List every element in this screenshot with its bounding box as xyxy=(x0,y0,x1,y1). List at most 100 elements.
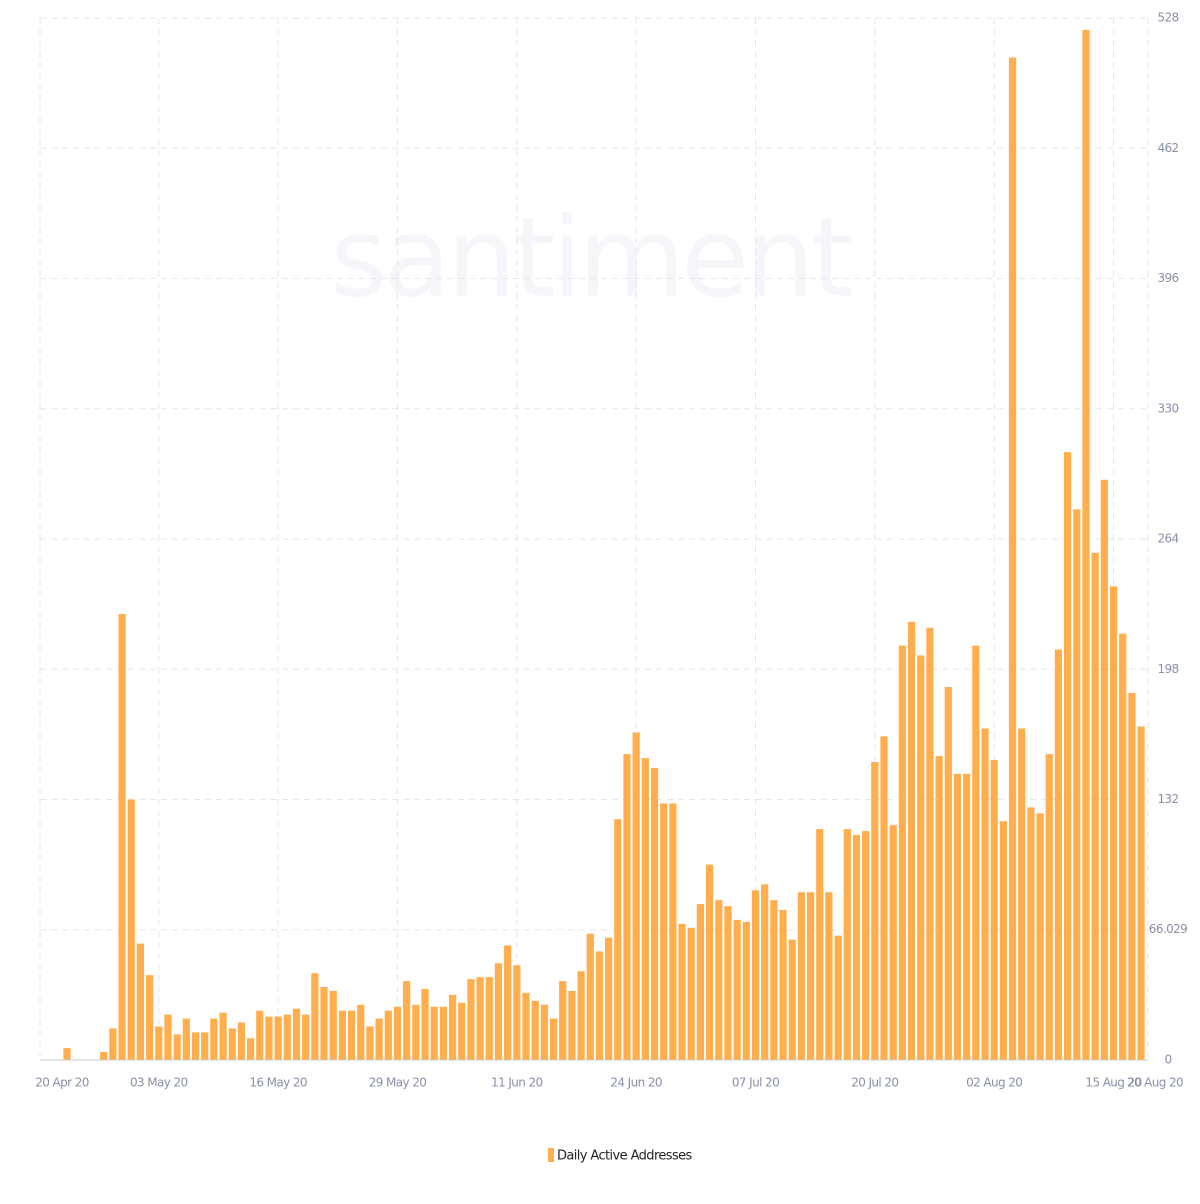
bar xyxy=(1018,728,1026,1060)
y-tick-label: 0 xyxy=(1164,1053,1171,1067)
x-tick-label: 29 May 20 xyxy=(369,1076,427,1090)
bar xyxy=(384,1010,392,1060)
bar xyxy=(935,756,943,1060)
bar xyxy=(944,687,952,1060)
bar xyxy=(614,819,622,1060)
bar xyxy=(283,1014,291,1060)
bar xyxy=(963,773,971,1060)
bar xyxy=(715,900,723,1060)
bar xyxy=(1091,552,1099,1060)
bar xyxy=(834,935,842,1060)
bar xyxy=(329,990,337,1060)
bar xyxy=(458,1002,466,1060)
bar xyxy=(219,1012,227,1060)
x-tick-label: 03 May 20 xyxy=(130,1076,188,1090)
legend-swatch xyxy=(548,1148,554,1162)
bar xyxy=(687,927,695,1060)
x-tick-label: 24 Jun 20 xyxy=(610,1076,662,1090)
x-tick-label: 16 May 20 xyxy=(249,1076,307,1090)
bar xyxy=(164,1014,172,1060)
bar xyxy=(577,971,585,1060)
bar xyxy=(448,994,457,1060)
bar xyxy=(311,973,319,1060)
x-tick-label: 07 Jul 20 xyxy=(732,1076,779,1090)
y-tick-label: 264 xyxy=(1157,532,1178,546)
bar xyxy=(191,1032,200,1060)
bar xyxy=(1045,754,1053,1060)
bar xyxy=(375,1018,383,1060)
bar xyxy=(696,904,705,1060)
bar xyxy=(467,979,475,1060)
bar xyxy=(816,829,824,1060)
bar xyxy=(100,1052,108,1060)
bar xyxy=(678,923,686,1060)
bar xyxy=(761,884,769,1060)
y-tick-label: 528 xyxy=(1157,11,1178,25)
y-tick-label: 396 xyxy=(1157,271,1178,285)
bar xyxy=(430,1006,438,1060)
bar xyxy=(981,728,989,1060)
bar xyxy=(302,1014,310,1060)
bar xyxy=(595,951,604,1060)
bar xyxy=(650,767,659,1060)
bar xyxy=(265,1016,273,1060)
bar xyxy=(880,736,888,1060)
bar xyxy=(733,919,741,1060)
bar xyxy=(439,1006,447,1060)
x-edge-label: 20 Apr 20 xyxy=(35,1076,89,1090)
bar xyxy=(605,937,613,1060)
bar xyxy=(320,986,328,1060)
bar xyxy=(632,732,640,1060)
x-tick-label: 15 Aug 20 xyxy=(1085,1076,1141,1090)
bar xyxy=(1137,726,1145,1060)
bar xyxy=(797,892,805,1060)
bar xyxy=(210,1018,218,1060)
bar xyxy=(871,762,879,1060)
x-edge-label: 20 Aug 20 xyxy=(1127,1076,1183,1090)
bar xyxy=(1073,509,1081,1061)
bar xyxy=(972,645,980,1060)
bar xyxy=(201,1032,209,1060)
y-tick-label: 66.029 xyxy=(1149,922,1187,936)
bar xyxy=(586,933,594,1060)
bar xyxy=(1082,29,1090,1060)
bar xyxy=(146,975,154,1060)
x-tick-label: 20 Jul 20 xyxy=(851,1076,898,1090)
bar xyxy=(669,803,677,1060)
bar xyxy=(118,613,126,1060)
bar xyxy=(770,900,778,1060)
bar xyxy=(1036,813,1044,1060)
bar xyxy=(522,992,530,1060)
bar xyxy=(706,864,714,1060)
bar xyxy=(889,825,897,1060)
bar xyxy=(494,963,503,1060)
bar xyxy=(357,1004,365,1060)
bar xyxy=(1109,586,1118,1060)
bar xyxy=(806,892,815,1060)
bar xyxy=(953,773,962,1060)
bar xyxy=(63,1048,71,1060)
bar xyxy=(274,1016,282,1060)
bar xyxy=(843,829,851,1060)
bar xyxy=(1064,452,1072,1061)
bar xyxy=(1027,807,1035,1060)
bar xyxy=(366,1026,374,1060)
bar xyxy=(531,1000,539,1060)
bar xyxy=(779,910,787,1060)
bar xyxy=(1054,649,1063,1060)
y-tick-label: 132 xyxy=(1157,792,1178,806)
bar xyxy=(338,1010,346,1060)
bar xyxy=(403,981,411,1060)
bar xyxy=(292,1008,301,1060)
bar xyxy=(247,1038,255,1060)
bar xyxy=(256,1010,264,1060)
bar xyxy=(788,939,796,1060)
y-tick-label: 462 xyxy=(1157,141,1178,155)
bar xyxy=(623,754,631,1060)
bar xyxy=(1008,57,1017,1060)
bar xyxy=(393,1006,402,1060)
y-tick-label: 198 xyxy=(1157,662,1178,676)
bar xyxy=(421,988,429,1060)
bar xyxy=(898,645,906,1060)
